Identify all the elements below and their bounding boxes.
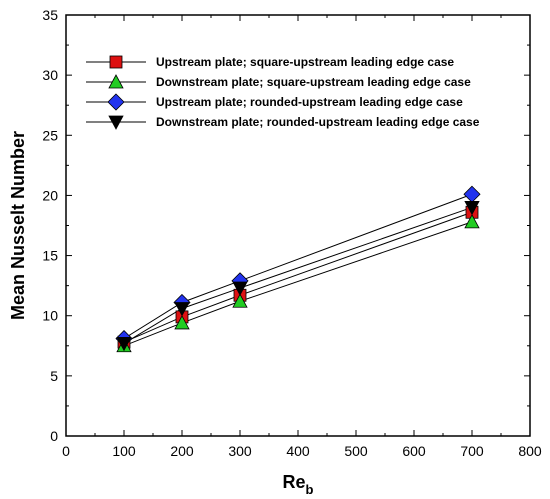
data-point-series-4 bbox=[174, 302, 190, 317]
x-axis-title-subscript: b bbox=[306, 482, 314, 497]
series-line-1 bbox=[123, 211, 473, 343]
x-axis-title: Reb bbox=[283, 472, 314, 497]
series-markers bbox=[115, 185, 481, 353]
x-tick-label: 200 bbox=[170, 443, 194, 459]
legend-label-1: Upstream plate; square-upstream leading … bbox=[156, 55, 454, 69]
legend-label-2: Downstream plate; square-upstream leadin… bbox=[156, 75, 471, 89]
series-line-2 bbox=[123, 221, 473, 347]
x-axis-title-main: Re bbox=[283, 472, 306, 492]
x-tick-label: 0 bbox=[62, 443, 70, 459]
legend-marker-4 bbox=[108, 115, 124, 130]
y-tick-label: 30 bbox=[42, 67, 58, 83]
y-tick-label: 5 bbox=[50, 368, 58, 384]
y-tick-label: 35 bbox=[42, 7, 58, 23]
x-tick-label: 800 bbox=[518, 443, 542, 459]
data-point-series-4 bbox=[116, 336, 132, 352]
series-line-4 bbox=[123, 206, 473, 344]
legend-label-4: Downstream plate; rounded-upstream leadi… bbox=[156, 115, 480, 129]
series-lines bbox=[123, 193, 473, 347]
y-tick-label: 10 bbox=[42, 308, 58, 324]
plot-axes bbox=[65, 14, 531, 437]
x-tick-label: 100 bbox=[112, 443, 136, 459]
data-point-series-2 bbox=[464, 214, 480, 229]
data-point-series-2 bbox=[232, 293, 248, 308]
x-tick-label: 700 bbox=[460, 443, 484, 459]
y-tick-label: 15 bbox=[42, 248, 58, 264]
data-point-series-3 bbox=[463, 185, 481, 203]
x-tick-label: 600 bbox=[402, 443, 426, 459]
data-point-series-4 bbox=[464, 201, 480, 216]
y-tick-label: 25 bbox=[42, 127, 58, 143]
legend-marker-1 bbox=[109, 55, 123, 69]
y-tick-label: 0 bbox=[50, 428, 58, 444]
x-tick-label: 300 bbox=[228, 443, 252, 459]
data-point-series-4 bbox=[232, 281, 248, 296]
legend-marker-2 bbox=[108, 74, 124, 89]
x-tick-label: 400 bbox=[286, 443, 310, 459]
legend-label-3: Upstream plate; rounded-upstream leading… bbox=[156, 95, 463, 109]
y-axis-title: Mean Nusselt Number bbox=[8, 131, 28, 320]
legend-marker-3 bbox=[107, 93, 125, 111]
data-point-series-2 bbox=[174, 315, 190, 330]
series-line-3 bbox=[123, 193, 473, 339]
legend: Upstream plate; square-upstream leading … bbox=[86, 55, 480, 130]
tick-labels: 0 100 200 300 400 500 600 700 800 0 5 10 15 20 25 30 35 bbox=[42, 7, 541, 459]
y-tick-label: 20 bbox=[42, 187, 58, 203]
x-tick-label: 500 bbox=[344, 443, 368, 459]
